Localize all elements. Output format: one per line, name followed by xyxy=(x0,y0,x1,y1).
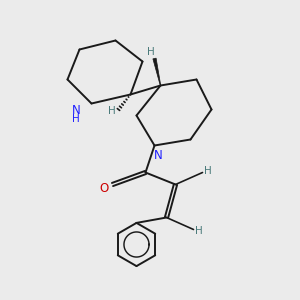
Polygon shape xyxy=(153,58,161,86)
Text: O: O xyxy=(100,182,109,195)
Text: H: H xyxy=(108,106,116,116)
Text: N: N xyxy=(154,148,163,162)
Text: H: H xyxy=(72,114,80,124)
Text: H: H xyxy=(147,47,155,57)
Text: H: H xyxy=(195,226,203,236)
Text: N: N xyxy=(71,103,80,117)
Text: H: H xyxy=(204,166,212,176)
